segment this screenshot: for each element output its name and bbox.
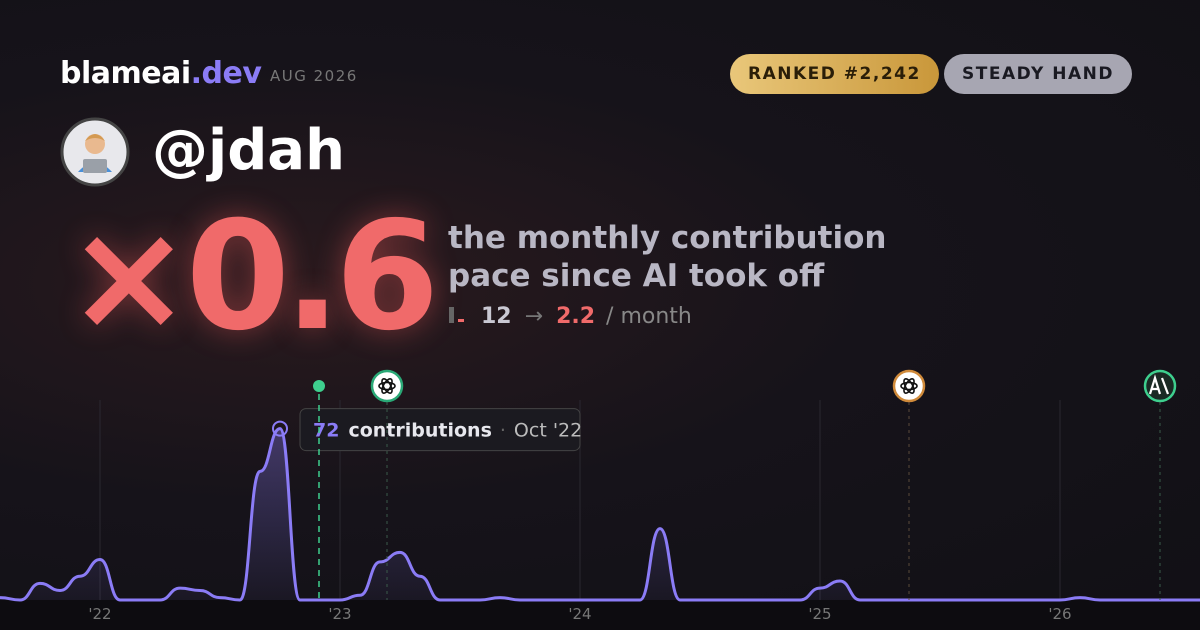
- pace: 12 → 2.2 / month: [448, 304, 692, 329]
- pace-unit: / month: [606, 304, 692, 329]
- multiplier: ×0.6: [66, 190, 439, 364]
- avatar: [60, 117, 130, 187]
- line: [0, 427, 1200, 602]
- openai-logo: [900, 378, 918, 394]
- tooltip-part: contributions: [348, 420, 491, 442]
- event-icon: [370, 369, 404, 403]
- event-icon: [1143, 369, 1177, 403]
- x-tick-label: '23: [328, 605, 351, 623]
- brand-name: blameai: [60, 56, 191, 91]
- caption-line: the monthly contribution: [448, 220, 887, 256]
- events: [313, 369, 1177, 600]
- pace-after: 2.2: [556, 304, 596, 329]
- rank-pill: RANKED #2,242: [730, 54, 939, 94]
- tooltip-text: 72 contributions · Oct '22: [313, 420, 582, 442]
- axis-band: [0, 600, 1200, 630]
- pace-icon: [449, 307, 464, 323]
- badge-pill: STEADY HAND: [944, 54, 1132, 94]
- caption-line: pace since AI took off: [448, 258, 825, 294]
- x-tick-label: '25: [808, 605, 831, 623]
- highlight-point: [272, 420, 288, 437]
- area: [0, 428, 1200, 600]
- pace-before: 12: [481, 304, 512, 329]
- date: AUG 2026: [270, 67, 358, 85]
- brand: blameai.dev: [60, 56, 262, 91]
- x-tick-label: '24: [568, 605, 591, 623]
- event-dot: [313, 380, 325, 392]
- openai-logo: [378, 378, 396, 394]
- tooltip-part: Oct '22: [514, 420, 582, 442]
- pace-arrow: →: [524, 304, 544, 329]
- tooltip: [299, 408, 581, 452]
- brand-tld: .dev: [190, 56, 262, 91]
- event-icon: [892, 369, 926, 403]
- x-tick-label: '26: [1048, 605, 1071, 623]
- anthropic-logo: [1148, 374, 1170, 395]
- tooltip-part: 72: [313, 420, 339, 442]
- x-tick-label: '22: [88, 605, 111, 623]
- handle: @jdah: [152, 118, 345, 183]
